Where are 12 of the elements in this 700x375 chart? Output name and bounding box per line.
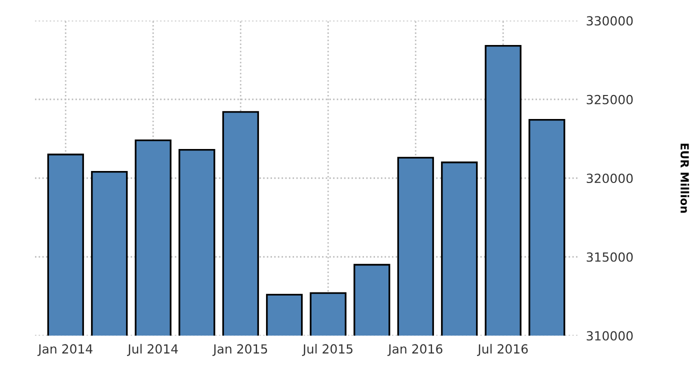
x-tick-label: Jan 2016 [387,344,442,356]
x-tick-label: Jan 2014 [37,344,92,356]
x-tick-label: Jul 2014 [127,344,178,356]
x-tick-label: Jan 2015 [212,344,268,356]
y-tick-label: 315000 [586,252,633,262]
y-tick-label: 320000 [586,174,633,184]
y-tick-label: 330000 [586,16,633,26]
x-tick-label: Jul 2016 [477,344,528,356]
y-tick-label: 325000 [586,94,633,104]
y-tick-label: 310000 [586,331,633,341]
x-tick-label: Jul 2015 [302,344,352,356]
y-axis-title: EUR Million [680,144,690,213]
